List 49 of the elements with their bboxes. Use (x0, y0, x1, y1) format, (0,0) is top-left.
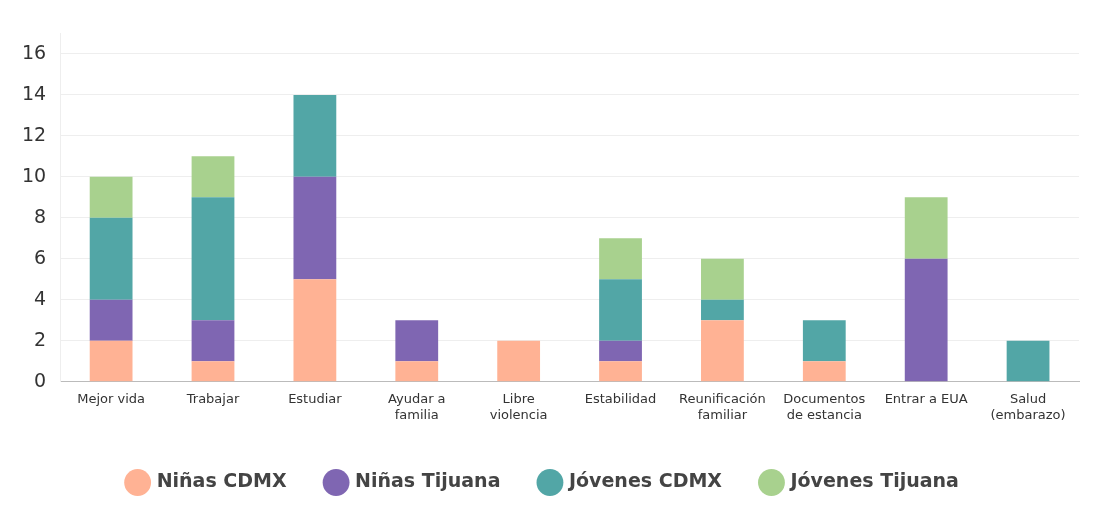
x-tick-label: Mejor vida (77, 390, 146, 406)
bar (497, 340, 541, 382)
x-tick-label: Libre violencia (489, 390, 548, 422)
y-tick-label: 8 (34, 204, 47, 227)
bar (191, 156, 235, 198)
x-tick-label: Ayudar a familia (387, 390, 446, 422)
y-tick-label: 2 (34, 327, 47, 350)
bar (599, 340, 642, 362)
bar (1006, 340, 1050, 382)
bar (904, 258, 948, 382)
y-tick-label: 14 (21, 81, 47, 104)
bar (395, 320, 439, 362)
bar (599, 361, 642, 382)
bar (701, 258, 744, 300)
bar (904, 197, 948, 259)
x-tick-label: Reunificación familiar (679, 390, 766, 422)
x-tick-label: Estabilidad (584, 390, 657, 406)
y-tick-label: 6 (34, 245, 47, 268)
bar (293, 279, 337, 382)
bar (701, 320, 744, 382)
y-tick-label: 12 (21, 122, 47, 145)
bar (191, 320, 235, 362)
legend-label: Jóvenes Tijuana (788, 469, 959, 492)
bar (89, 299, 133, 341)
bar (89, 340, 133, 382)
y-tick-label: 16 (21, 40, 47, 63)
bar (802, 320, 846, 362)
bar (599, 279, 642, 341)
bar (701, 299, 744, 321)
x-tick-label: Salud (embarazo) (990, 390, 1066, 422)
y-tick-label: 10 (21, 163, 47, 186)
bar (599, 238, 642, 280)
bar (802, 361, 846, 382)
legend-label: Jóvenes CDMX (566, 469, 723, 492)
bar (191, 361, 235, 382)
x-tick-label: Documentos de estancia (783, 390, 866, 422)
bar (395, 361, 439, 382)
x-tick-label: Estudiar (288, 390, 343, 406)
y-tick-label: 4 (34, 286, 47, 309)
bar (191, 197, 235, 321)
x-tick-label: Trabajar (185, 390, 240, 406)
y-tick-label: 0 (34, 368, 47, 391)
bar (293, 94, 337, 177)
bar (89, 217, 133, 300)
x-tick-label: Entrar a EUA (884, 390, 968, 406)
bar (89, 176, 133, 218)
legend-label: Niñas CDMX (156, 469, 287, 492)
legend-label: Niñas Tijuana (355, 469, 501, 492)
bar (293, 176, 337, 280)
